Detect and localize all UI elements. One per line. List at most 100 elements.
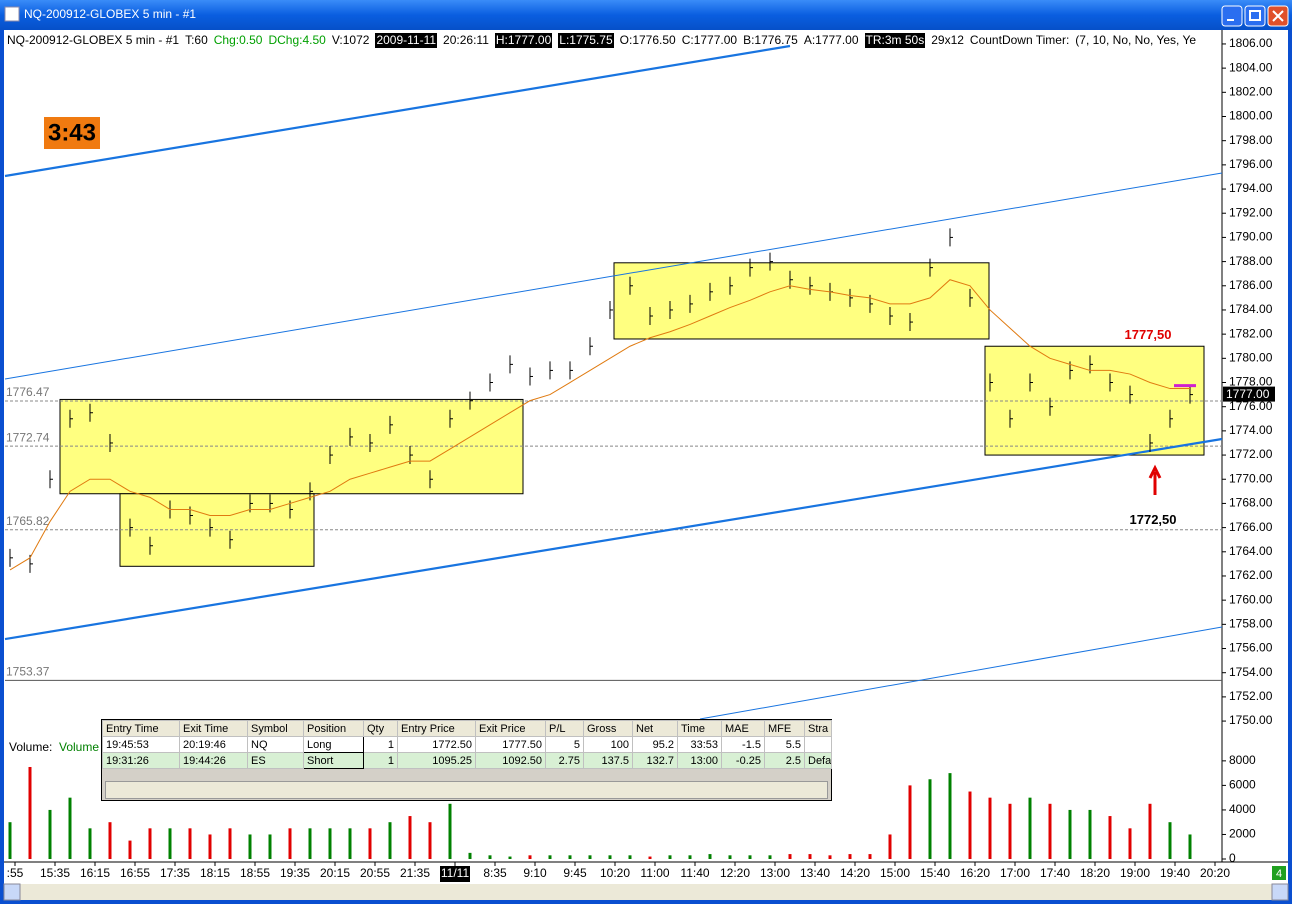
volume-bar — [228, 828, 232, 859]
table-cell: -0.25 — [721, 752, 765, 769]
volume-bar — [948, 773, 952, 859]
price-bar — [769, 252, 773, 271]
scrollbar[interactable] — [4, 884, 1288, 900]
x-tick-label: 13:00 — [760, 866, 790, 880]
x-tick-label: 11/11 — [441, 866, 470, 880]
x-tick-label: 17:00 — [1000, 866, 1030, 880]
x-tick-label: 20:20 — [1200, 866, 1230, 880]
volume-bar — [48, 809, 52, 859]
page-badge-box[interactable] — [1272, 866, 1286, 880]
table-cell: 13:00 — [677, 752, 722, 769]
x-tick-label: 20:55 — [360, 866, 390, 880]
volume-tick-label: 0 — [1229, 851, 1236, 865]
price-bar — [1169, 409, 1173, 428]
table-scrollbar[interactable] — [105, 781, 828, 799]
info-item: TR:3m 50s — [864, 33, 926, 48]
table-cell: 137.5 — [583, 752, 633, 769]
info-item: C:1777.00 — [681, 33, 738, 47]
x-tick-label: :55 — [7, 866, 24, 880]
info-bar: NQ-200912-GLOBEX 5 min - #1 T:60 Chg:0.50 D… — [7, 33, 1222, 48]
volume-bar — [808, 854, 812, 859]
table-cell: 2.5 — [764, 752, 805, 769]
y-tick-label: 1766.00 — [1229, 520, 1273, 534]
price-bar — [569, 361, 573, 380]
volume-bar — [968, 791, 972, 859]
y-tick-label: 1780.00 — [1229, 350, 1273, 364]
x-tick-label: 12:20 — [720, 866, 750, 880]
x-tick-label: 19:00 — [1120, 866, 1150, 880]
table-cell: Defa — [804, 752, 832, 769]
price-bar — [549, 361, 553, 380]
y-tick-label: 1754.00 — [1229, 665, 1273, 679]
volume-name: Volume — [59, 740, 99, 754]
volume-bar — [148, 828, 152, 859]
table-cell: ES — [247, 752, 304, 769]
annotation: 1772,50 — [1130, 512, 1177, 527]
price-bar — [749, 258, 753, 277]
price-bar — [909, 313, 913, 332]
x-tick-label: 17:40 — [1040, 866, 1070, 880]
price-bar — [89, 403, 93, 422]
y-tick-label: 1802.00 — [1229, 84, 1273, 98]
price-bar — [809, 276, 813, 295]
table-cell — [804, 736, 832, 753]
info-item: H:1777.00 — [494, 33, 553, 48]
table-cell: 19:31:26 — [102, 752, 180, 769]
price-bar — [589, 337, 593, 356]
table-cell: 2.75 — [545, 752, 584, 769]
price-bar — [369, 433, 373, 452]
minimize-button[interactable] — [1221, 5, 1243, 27]
x-tick-label: 8:35 — [483, 866, 507, 880]
volume-bar — [748, 855, 752, 859]
table-cell: 19:45:53 — [102, 736, 180, 753]
price-bar — [49, 470, 53, 489]
table-cell: 1 — [363, 752, 398, 769]
volume-bar — [648, 856, 652, 859]
price-bar — [1009, 409, 1013, 428]
volume-bar — [68, 797, 72, 859]
window-title: NQ-200912-GLOBEX 5 min - #1 — [24, 7, 196, 21]
y-tick-label: 1798.00 — [1229, 133, 1273, 147]
volume-bar — [548, 855, 552, 859]
x-tick-label: 16:15 — [80, 866, 110, 880]
table-row[interactable]: 19:45:53 20:19:46 NQ Long 1 1772.50 1777.50 5 10… — [102, 736, 832, 753]
table-cell: MFE — [764, 720, 805, 737]
price-bar — [669, 300, 673, 319]
y-tick-label: 1770.00 — [1229, 471, 1273, 485]
volume-bar — [8, 822, 12, 859]
table-cell: Entry Price — [397, 720, 476, 737]
table-row[interactable]: 19:31:26 19:44:26 ES Short 1 1095.25 1092.50 2.… — [102, 752, 832, 769]
page-badge[interactable]: 4 — [1276, 868, 1282, 880]
table-cell: 5 — [545, 736, 584, 753]
price-bar — [889, 307, 893, 326]
info-item: 20:26:11 — [443, 33, 489, 47]
info-item: O:1776.50 — [619, 33, 676, 47]
maximize-button[interactable] — [1244, 5, 1266, 27]
y-tick-label: 1800.00 — [1229, 109, 1273, 123]
price-bar — [609, 300, 613, 319]
volume-bar — [688, 855, 692, 859]
volume-bar — [628, 855, 632, 859]
table-cell: 5.5 — [764, 736, 805, 753]
price-bar — [529, 367, 533, 386]
volume-bar — [1028, 797, 1032, 859]
volume-bar — [608, 855, 612, 859]
y-tick-label: 1760.00 — [1229, 592, 1273, 606]
price-bar — [9, 548, 13, 567]
y-tick-label: 1758.00 — [1229, 617, 1273, 631]
y-tick-label: 1786.00 — [1229, 278, 1273, 292]
y-tick-label: 1768.00 — [1229, 496, 1273, 510]
price-bar — [349, 427, 353, 446]
table-cell: Stra — [804, 720, 832, 737]
ma-line — [9, 279, 1190, 571]
volume-bar — [888, 834, 892, 859]
table-row[interactable]: Entry Time Exit Time Symbol Position Qty Entr… — [102, 720, 832, 737]
price-bar — [929, 258, 933, 277]
scroll-left[interactable] — [3, 883, 21, 901]
volume-bar — [308, 828, 312, 859]
table-cell: Qty — [363, 720, 398, 737]
volume-bar — [848, 854, 852, 859]
info-item: Chg:0.50 — [213, 33, 263, 47]
scroll-right[interactable] — [1271, 883, 1289, 901]
volume-bar — [448, 803, 452, 859]
